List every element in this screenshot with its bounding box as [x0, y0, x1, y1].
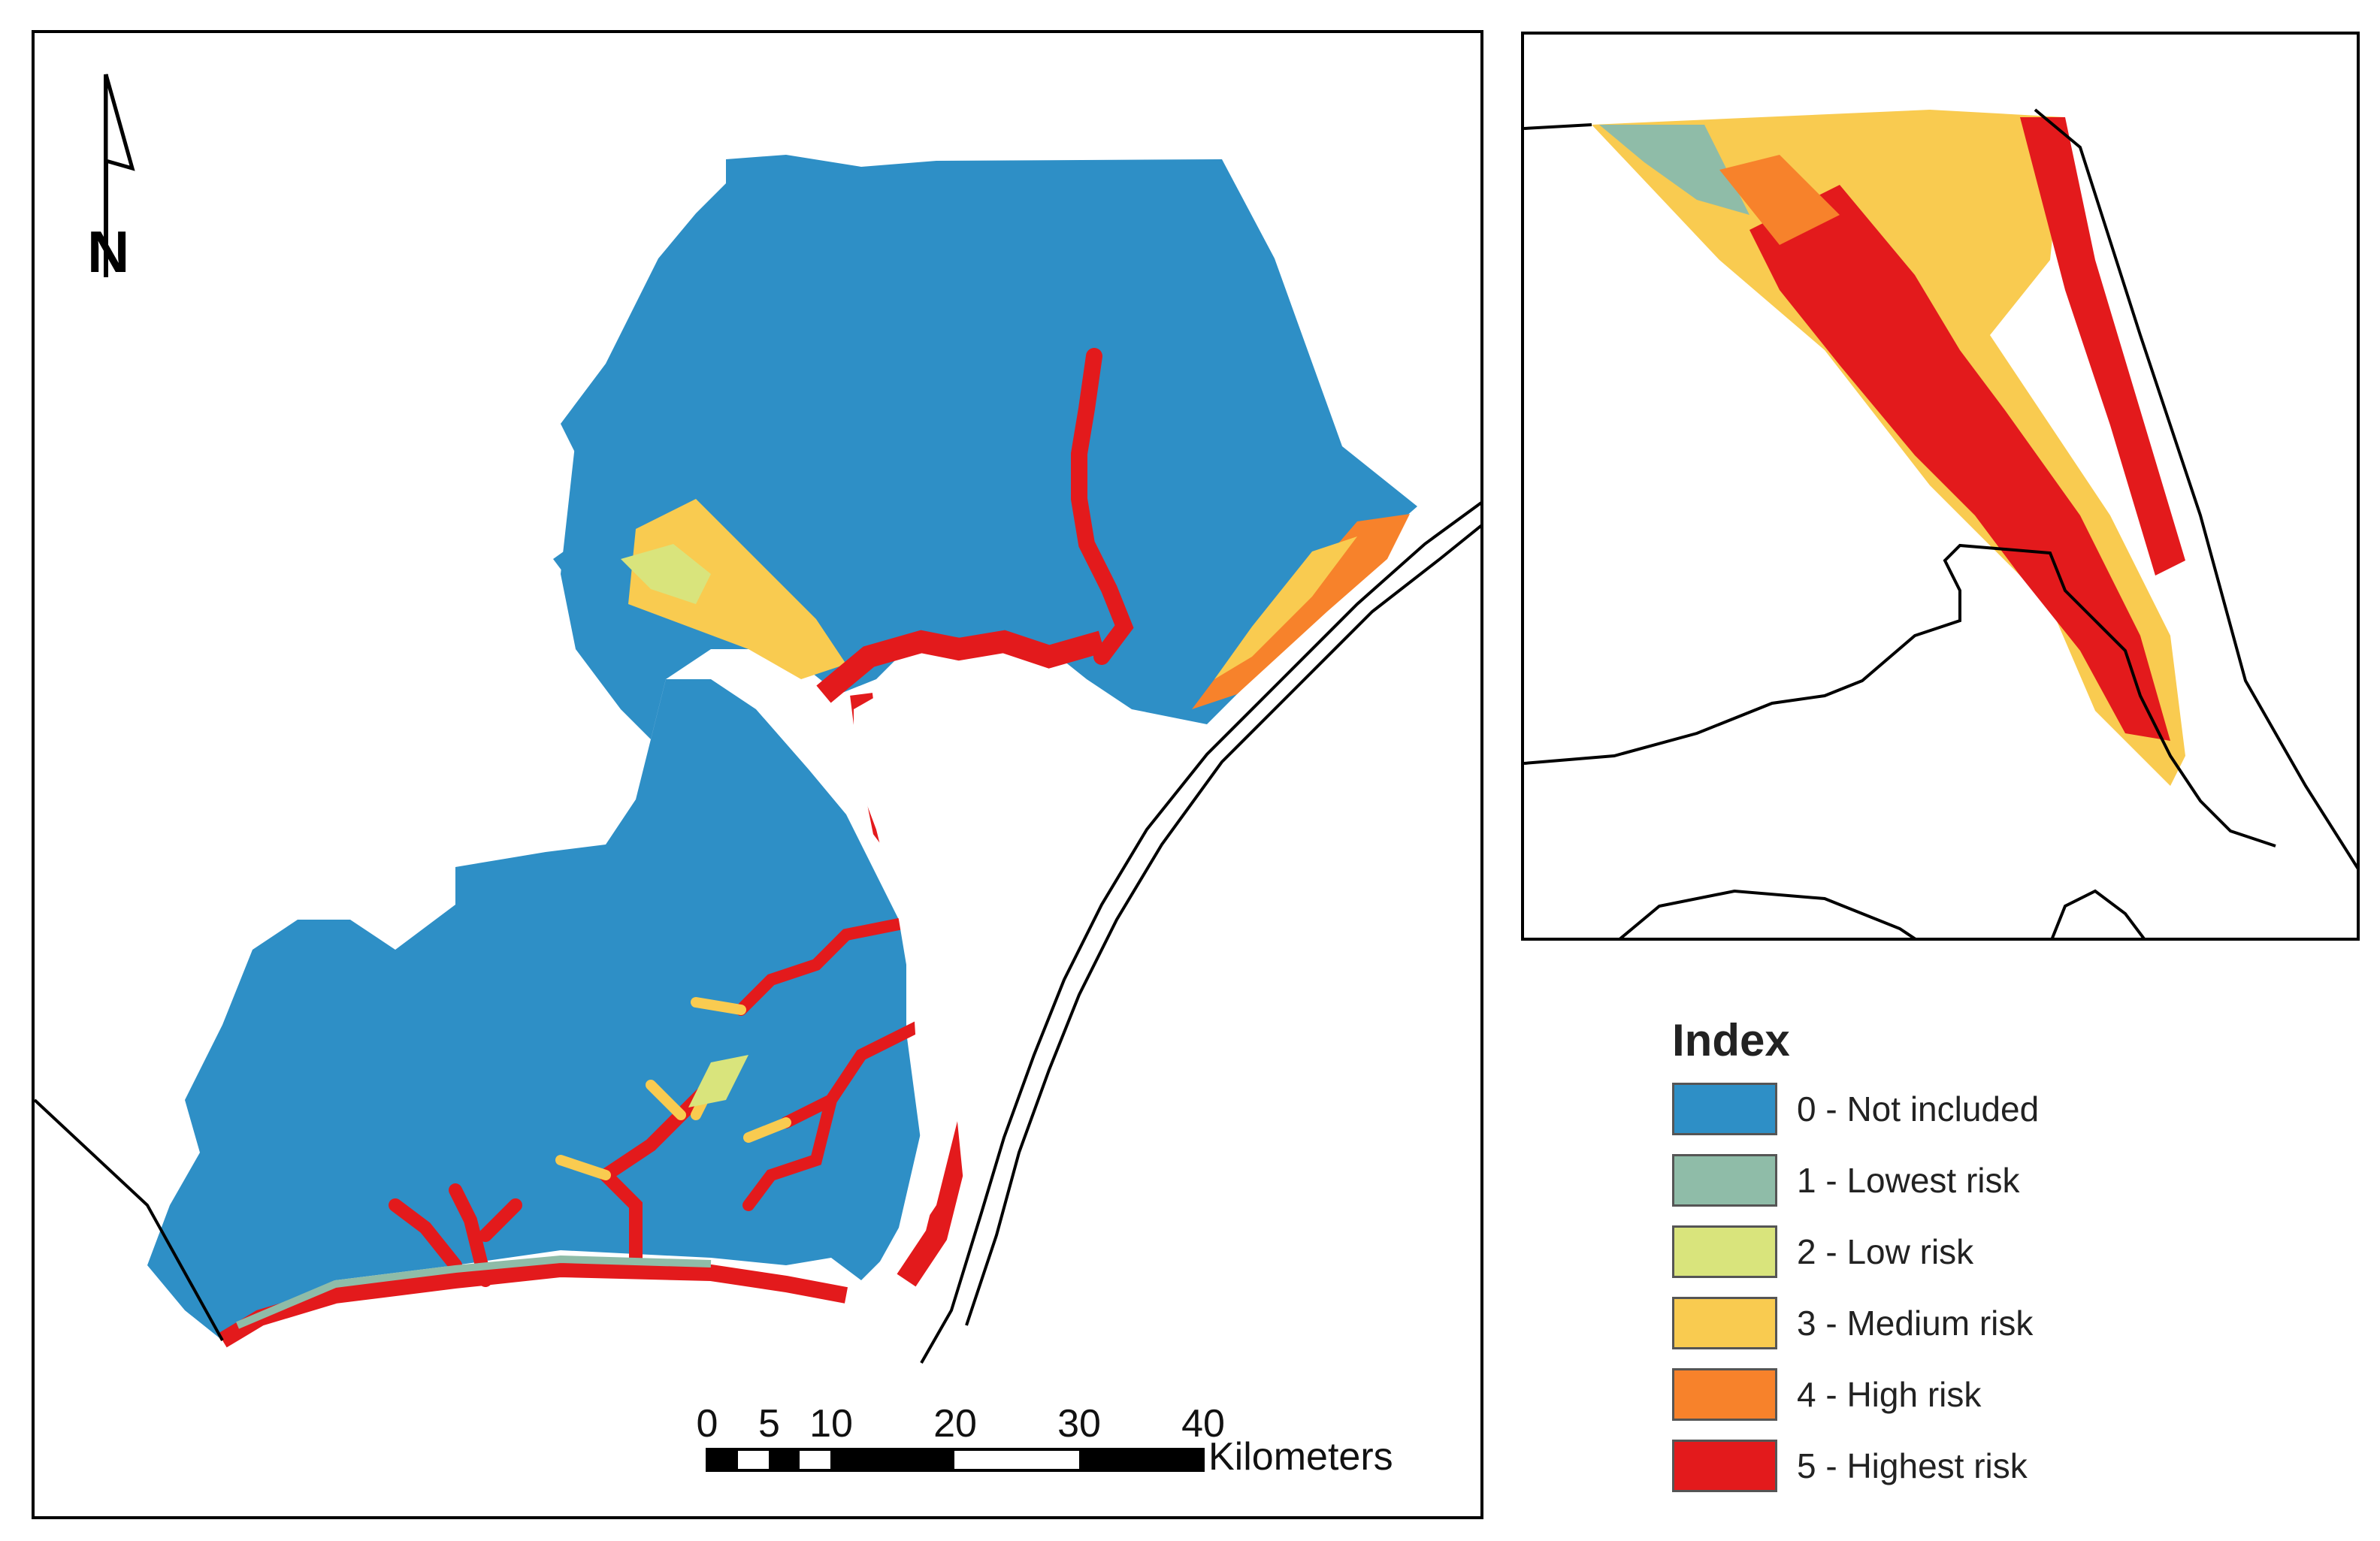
legend-swatch	[1672, 1083, 1777, 1135]
legend-label: 4 - High risk	[1797, 1375, 1982, 1414]
inset-south-boundary	[1619, 889, 2146, 938]
southwest-boundary-line	[35, 1098, 224, 1341]
legend-swatch	[1672, 1154, 1777, 1207]
legend-item-not-included: 0 - Not included	[1672, 1083, 2198, 1135]
medium-risk-area-northwest	[628, 499, 846, 679]
scale-bar-ticks: 0 5 10 20 30 40	[697, 1402, 1225, 1446]
study-region	[147, 155, 1417, 1340]
medium-risk-area-east	[1214, 536, 1357, 679]
legend-label: 3 - Medium risk	[1797, 1304, 2034, 1343]
inset-high-risk-strip	[1719, 155, 1840, 245]
legend-item-medium-risk: 3 - Medium risk	[1672, 1297, 2198, 1349]
legend-label: 1 - Lowest risk	[1797, 1161, 2020, 1200]
legend: Index 0 - Not included 1 - Lowest risk 2…	[1672, 1014, 2198, 1511]
legend-label: 0 - Not included	[1797, 1089, 2040, 1129]
low-risk-area-south	[688, 1055, 748, 1107]
scale-bar-tick-label: 10	[809, 1402, 853, 1446]
north-arrow-icon: N	[87, 74, 135, 285]
inset-highest-risk	[1749, 185, 2170, 741]
legend-item-low-risk: 2 - Low risk	[1672, 1225, 2198, 1278]
inset-barrier-coastline	[2034, 108, 2357, 870]
scale-bar-unit: Kilometers	[1208, 1435, 1393, 1479]
high-risk-area-east	[1192, 514, 1410, 709]
legend-item-high-risk: 4 - High risk	[1672, 1368, 2198, 1421]
inset-northwest-boundary	[1524, 123, 1592, 130]
scale-bar-tick-label: 40	[1181, 1402, 1225, 1446]
inset-county-boundary	[1524, 543, 2276, 848]
scale-bar-tick-label: 20	[933, 1402, 977, 1446]
legend-swatch	[1672, 1368, 1777, 1421]
scale-bar: 0 5 10 20 30 40 Kilometers	[697, 1402, 1393, 1479]
scale-bar-tick-label: 0	[697, 1402, 718, 1446]
highest-risk-channel-west	[735, 914, 927, 1211]
highest-risk-channel-south	[389, 1078, 718, 1287]
inset-risk-region	[1592, 110, 2185, 786]
inset-map-panel	[1521, 32, 2360, 941]
barrier-coastline-inner	[965, 524, 1480, 1326]
inset-map-svg	[1524, 108, 2357, 938]
scale-bar-tick-label: 5	[758, 1402, 780, 1446]
legend-item-highest-risk: 5 - Highest risk	[1672, 1440, 2198, 1492]
legend-swatch	[1672, 1225, 1777, 1278]
main-map-svg: N 0 5 10 20 30 40 Kilometers	[35, 74, 1480, 1479]
inset-highest-risk-coast	[2020, 117, 2185, 576]
barrier-coastline	[920, 501, 1480, 1364]
legend-label: 5 - Highest risk	[1797, 1446, 2028, 1485]
estuary-water	[854, 664, 1072, 1295]
legend-swatch	[1672, 1440, 1777, 1492]
highest-risk-river-north	[1071, 348, 1134, 665]
main-map-panel: N 0 5 10 20 30 40 Kilometers	[32, 30, 1483, 1519]
scale-bar-tick-label: 30	[1057, 1402, 1101, 1446]
north-arrow-letter: N	[87, 219, 129, 285]
legend-label: 2 - Low risk	[1797, 1232, 1974, 1271]
legend-swatch	[1672, 1297, 1777, 1349]
inset-lowest-risk	[1599, 125, 1749, 215]
legend-item-lowest-risk: 1 - Lowest risk	[1672, 1154, 2198, 1207]
low-risk-area-northwest	[621, 544, 711, 604]
legend-title: Index	[1672, 1015, 1790, 1065]
lowest-risk-south-coast	[236, 1255, 712, 1329]
